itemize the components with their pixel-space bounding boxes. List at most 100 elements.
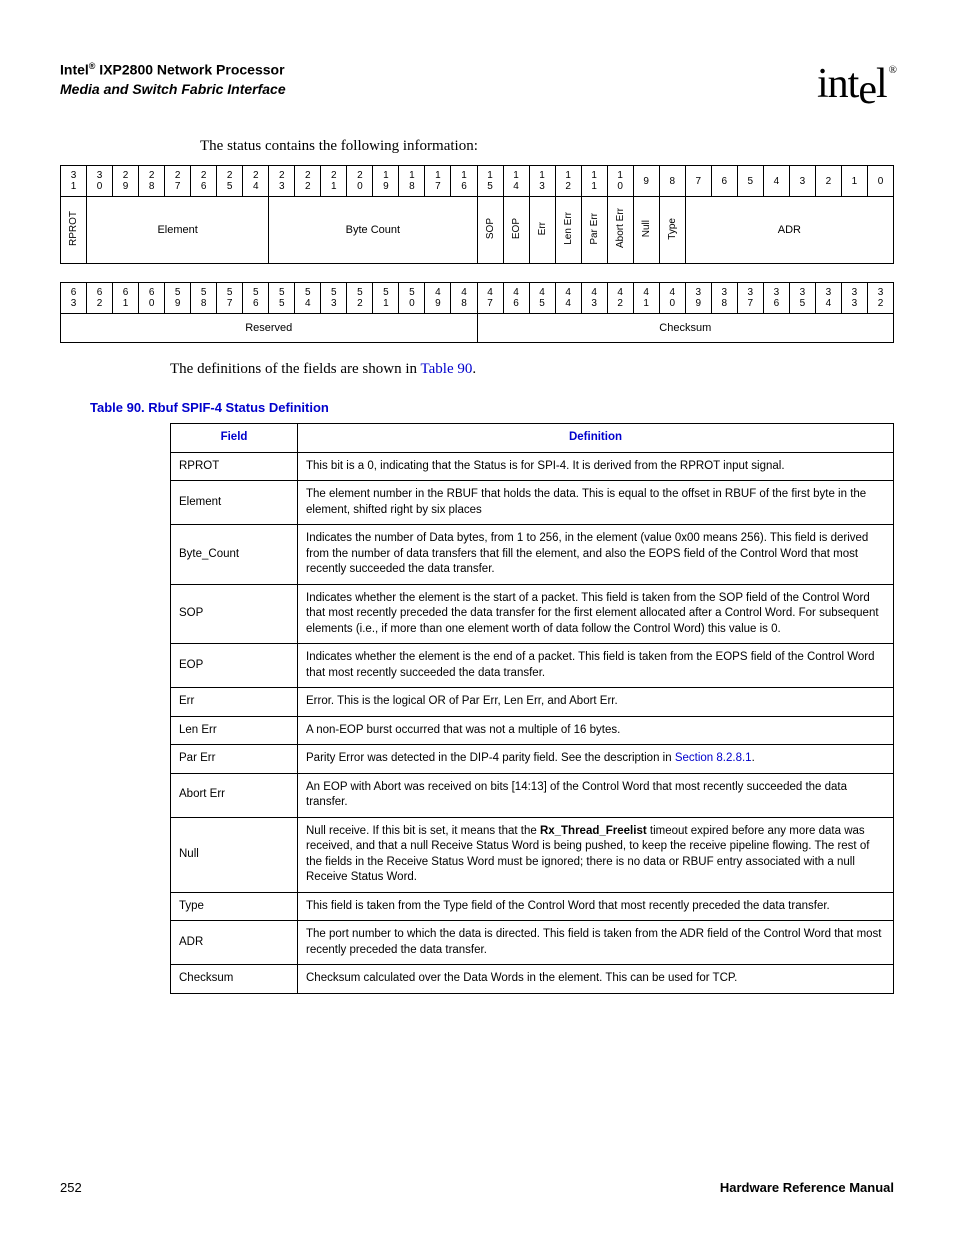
- def-field: ADR: [171, 921, 298, 965]
- bit-col: 49: [425, 283, 451, 314]
- bit-col: 12: [555, 166, 581, 197]
- def-text: A non-EOP burst occurred that was not a …: [298, 716, 894, 745]
- bit-col: 6: [711, 166, 737, 197]
- bit-col: 44: [555, 283, 581, 314]
- def-field: Checksum: [171, 965, 298, 994]
- bit-col: 14: [503, 166, 529, 197]
- bit-col: 21: [321, 166, 347, 197]
- def-text: This bit is a 0, indicating that the Sta…: [298, 452, 894, 481]
- def-row: Par ErrParity Error was detected in the …: [171, 745, 894, 774]
- bit-col: 50: [399, 283, 425, 314]
- bold-term: Rx_Thread_Freelist: [540, 825, 647, 837]
- def-text: This field is taken from the Type field …: [298, 892, 894, 921]
- bit-fields-row: RPROT Element Byte Count SOP EOP Err Len…: [61, 197, 894, 264]
- bit-col: 48: [451, 283, 477, 314]
- def-row: Len ErrA non-EOP burst occurred that was…: [171, 716, 894, 745]
- def-field: Err: [171, 688, 298, 717]
- def-text: Indicates whether the element is the sta…: [298, 584, 894, 644]
- def-row: EOPIndicates whether the element is the …: [171, 644, 894, 688]
- bit-col: 35: [789, 283, 815, 314]
- bit-col: 5: [737, 166, 763, 197]
- bit-col: 28: [139, 166, 165, 197]
- bit-col: 0: [867, 166, 893, 197]
- bit-col: 13: [529, 166, 555, 197]
- bit-col: 56: [243, 283, 269, 314]
- def-text: Indicates whether the element is the end…: [298, 644, 894, 688]
- bit-col: 8: [659, 166, 685, 197]
- head-definition: Definition: [298, 424, 894, 453]
- bit-col: 20: [347, 166, 373, 197]
- def-head-row: Field Definition: [171, 424, 894, 453]
- bit-col: 32: [867, 283, 893, 314]
- field-adr: ADR: [685, 197, 893, 264]
- bit-col: 22: [295, 166, 321, 197]
- def-text: An EOP with Abort was received on bits […: [298, 773, 894, 817]
- bit-col: 16: [451, 166, 477, 197]
- bit-col: 33: [841, 283, 867, 314]
- bit-col: 10: [607, 166, 633, 197]
- bit-col: 7: [685, 166, 711, 197]
- field-aborterr: Abort Err: [607, 197, 633, 264]
- def-field: Par Err: [171, 745, 298, 774]
- bit-col: 19: [373, 166, 399, 197]
- def-text: The port number to which the data is dir…: [298, 921, 894, 965]
- field-err: Err: [529, 197, 555, 264]
- bit-col: 40: [659, 283, 685, 314]
- page-header: Intel® IXP2800 Network Processor Media a…: [60, 60, 894, 108]
- bit-col: 61: [113, 283, 139, 314]
- bit-col: 46: [503, 283, 529, 314]
- bit-col: 4: [763, 166, 789, 197]
- bit-col: 23: [269, 166, 295, 197]
- title-prefix: Intel: [60, 62, 89, 78]
- field-sop: SOP: [477, 197, 503, 264]
- bit-col: 45: [529, 283, 555, 314]
- bit-layout-table-high: 63 62 61 60 59 58 57 56 55 54 53 52 51 5…: [60, 282, 894, 343]
- def-row: NullNull receive. If this bit is set, it…: [171, 817, 894, 892]
- bit-col: 63: [61, 283, 87, 314]
- logo-reg: ®: [889, 64, 896, 76]
- bit-header-row: 63 62 61 60 59 58 57 56 55 54 53 52 51 5…: [61, 283, 894, 314]
- bit-col: 2: [815, 166, 841, 197]
- page: Intel® IXP2800 Network Processor Media a…: [0, 0, 954, 1235]
- def-text: Null receive. If this bit is set, it mea…: [298, 817, 894, 892]
- bit-col: 29: [113, 166, 139, 197]
- field-checksum: Checksum: [477, 314, 894, 343]
- bit-col: 39: [685, 283, 711, 314]
- bit-col: 30: [87, 166, 113, 197]
- def-text: Parity Error was detected in the DIP-4 p…: [298, 745, 894, 774]
- def-field: RPROT: [171, 452, 298, 481]
- bit-col: 27: [165, 166, 191, 197]
- bit-col: 51: [373, 283, 399, 314]
- intro-text-1: The status contains the following inform…: [200, 138, 894, 155]
- logo-text: intel: [817, 61, 887, 107]
- field-bytecount: Byte Count: [269, 197, 477, 264]
- bit-col: 15: [477, 166, 503, 197]
- bit-layout-table-low: 31 30 29 28 27 26 25 24 23 22 21 20 19 1…: [60, 165, 894, 264]
- bit-col: 36: [763, 283, 789, 314]
- def-field: Abort Err: [171, 773, 298, 817]
- bit-col: 26: [191, 166, 217, 197]
- def-row: ElementThe element number in the RBUF th…: [171, 481, 894, 525]
- def-row: ChecksumChecksum calculated over the Dat…: [171, 965, 894, 994]
- manual-title: Hardware Reference Manual: [720, 1180, 894, 1195]
- field-parerr: Par Err: [581, 197, 607, 264]
- def-row: ADRThe port number to which the data is …: [171, 921, 894, 965]
- section-link[interactable]: Section 8.2.8.1: [675, 752, 752, 764]
- field-type: Type: [659, 197, 685, 264]
- page-footer: 252 Hardware Reference Manual: [60, 1180, 894, 1195]
- bit-col: 3: [789, 166, 815, 197]
- bit-col: 60: [139, 283, 165, 314]
- def-row: Byte_CountIndicates the number of Data b…: [171, 525, 894, 585]
- doc-subtitle: Media and Switch Fabric Interface: [60, 80, 286, 100]
- header-text: Intel® IXP2800 Network Processor Media a…: [60, 60, 286, 100]
- bit-col: 18: [399, 166, 425, 197]
- bit-col: 24: [243, 166, 269, 197]
- bit-col: 53: [321, 283, 347, 314]
- page-number: 252: [60, 1180, 82, 1195]
- table-ref-link[interactable]: Table 90: [421, 361, 473, 377]
- field-element: Element: [87, 197, 269, 264]
- def-text: Error. This is the logical OR of Par Err…: [298, 688, 894, 717]
- intro2-suffix: .: [472, 361, 476, 377]
- bit-header-row: 31 30 29 28 27 26 25 24 23 22 21 20 19 1…: [61, 166, 894, 197]
- bit-col: 17: [425, 166, 451, 197]
